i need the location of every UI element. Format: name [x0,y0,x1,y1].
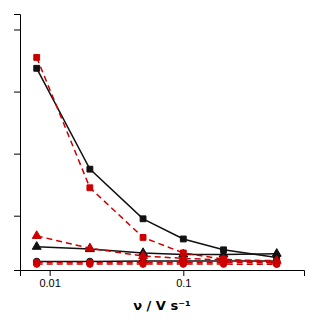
series-marker [32,242,41,250]
x-tick-label: 0.01 [39,277,60,289]
chart-container: 0.01 0.1 ν / V s⁻¹ [0,0,320,320]
series [33,261,280,268]
marks [32,55,281,268]
series-marker [33,261,40,268]
series-line [37,247,277,255]
y-tick-mark [14,154,20,155]
series [34,65,280,260]
series-marker [273,261,280,268]
series-marker [220,261,227,268]
plot-area: 0.01 0.1 [14,15,305,289]
series-marker [32,231,41,239]
y-tick [14,92,20,93]
x-axis-title: ν / V s⁻¹ [133,298,191,313]
series-line [37,263,277,265]
series-marker [140,261,147,268]
series-marker [139,251,148,259]
series-line [37,261,277,263]
series-line [37,68,277,257]
x-tick-label: 0.1 [176,277,191,289]
series-marker [34,55,40,61]
series-marker [87,185,93,191]
series-marker [140,216,146,222]
series [34,55,280,266]
series-marker [85,243,94,251]
y-tick [14,216,20,217]
x-tick-mark [50,270,51,276]
x-tick: 0.1 [176,270,191,289]
y-tick-mark [14,30,20,31]
y-axis [14,15,21,271]
series [32,231,281,263]
series-marker [180,236,186,242]
chart: 0.01 0.1 ν / V s⁻¹ [0,0,320,320]
y-axis-line [14,15,21,271]
series-marker [34,65,40,71]
series [33,258,280,265]
y-tick-mark [14,216,20,217]
x-tick: 0.01 [39,270,60,289]
series-line [37,57,277,263]
x-axis-line [21,271,305,277]
x-tick-mark [183,270,184,276]
y-tick [14,30,20,31]
y-tick-mark [14,92,20,93]
series-marker [87,166,93,172]
x-axis: 0.01 0.1 [21,270,305,289]
series-marker [87,261,94,268]
series-line [37,236,277,261]
series-marker [140,235,146,241]
y-tick [14,154,20,155]
series-marker [180,261,187,268]
series-marker [85,244,94,252]
series [33,259,280,266]
